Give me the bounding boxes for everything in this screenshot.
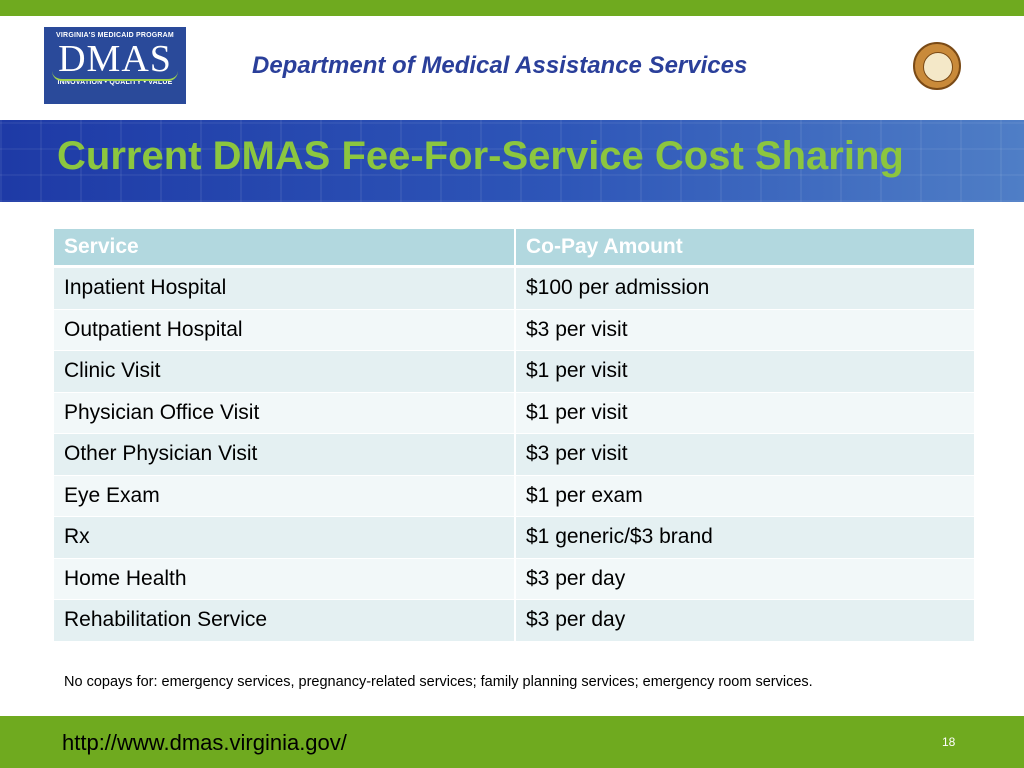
table-row: Rehabilitation Service $3 per day [54, 600, 974, 642]
department-title: Department of Medical Assistance Service… [252, 52, 748, 79]
page-number: 18 [942, 735, 956, 749]
copay-cell: $3 per visit [514, 309, 974, 351]
top-accent-bar [0, 0, 1024, 16]
service-cell: Eye Exam [54, 475, 514, 517]
table-row: Home Health $3 per day [54, 558, 974, 600]
logo-bottom-text: INNOVATION • QUALITY • VALUE [57, 79, 173, 86]
copay-exemption-note: No copays for: emergency services, pregn… [64, 674, 813, 690]
table-row: Physician Office Visit $1 per visit [54, 392, 974, 434]
table-row: Other Physician Visit $3 per visit [54, 434, 974, 476]
service-cell: Rx [54, 517, 514, 559]
service-cell: Other Physician Visit [54, 434, 514, 476]
slide-title: Current DMAS Fee-For-Service Cost Sharin… [57, 134, 904, 178]
table-row: Eye Exam $1 per exam [54, 475, 974, 517]
table-header-row: Service Co-Pay Amount [54, 229, 974, 268]
copay-cell: $1 per visit [514, 392, 974, 434]
table-row: Inpatient Hospital $100 per admission [54, 268, 974, 310]
copay-cell: $3 per visit [514, 434, 974, 476]
title-banner [0, 120, 1024, 202]
virginia-seal-icon [913, 42, 961, 90]
logo-top-text: VIRGINIA'S MEDICAID PROGRAM [56, 32, 174, 39]
copay-cell: $1 generic/$3 brand [514, 517, 974, 559]
service-cell: Outpatient Hospital [54, 309, 514, 351]
copay-cell: $3 per day [514, 558, 974, 600]
copay-cell: $3 per day [514, 600, 974, 642]
service-cell: Rehabilitation Service [54, 600, 514, 642]
service-cell: Clinic Visit [54, 351, 514, 393]
cost-sharing-table: Service Co-Pay Amount Inpatient Hospital… [54, 229, 974, 642]
copay-cell: $1 per visit [514, 351, 974, 393]
service-cell: Inpatient Hospital [54, 268, 514, 310]
service-cell: Home Health [54, 558, 514, 600]
dmas-logo: VIRGINIA'S MEDICAID PROGRAM DMAS INNOVAT… [42, 25, 188, 106]
copay-cell: $1 per exam [514, 475, 974, 517]
website-url-link[interactable]: http://www.dmas.virginia.gov/ [62, 730, 347, 755]
footer-bar [0, 716, 1024, 768]
copay-cell: $100 per admission [514, 268, 974, 310]
logo-swoosh [52, 71, 178, 81]
table-row: Clinic Visit $1 per visit [54, 351, 974, 393]
column-header-service: Service [54, 229, 514, 268]
table-row: Outpatient Hospital $3 per visit [54, 309, 974, 351]
service-cell: Physician Office Visit [54, 392, 514, 434]
table-row: Rx $1 generic/$3 brand [54, 517, 974, 559]
column-header-copay: Co-Pay Amount [514, 229, 974, 268]
